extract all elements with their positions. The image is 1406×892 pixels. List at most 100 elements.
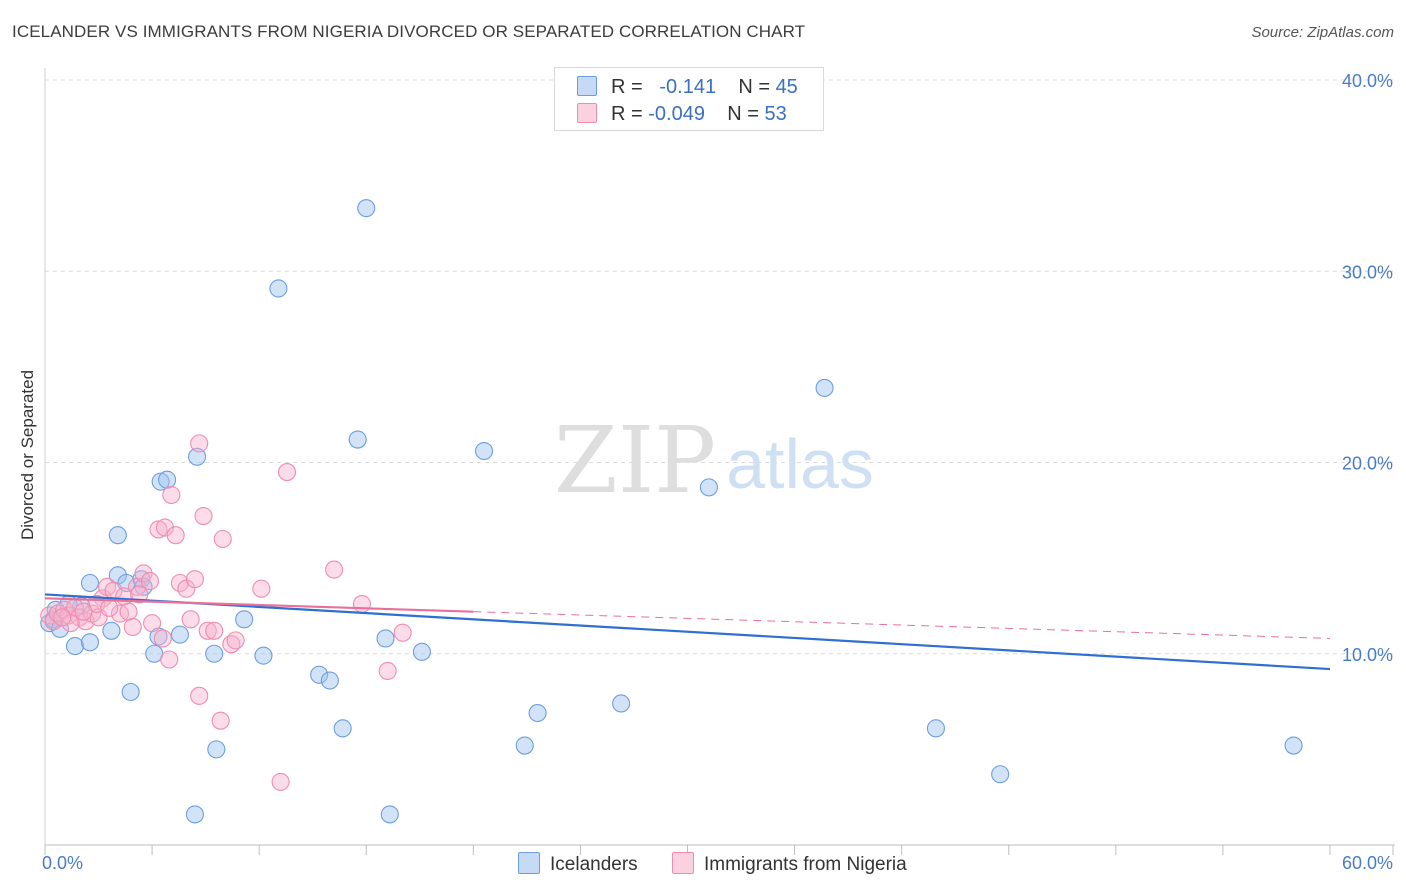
nigeria-point	[140, 572, 159, 591]
legend-swatch-blue	[577, 76, 597, 96]
watermark: ZIP atlas	[554, 407, 874, 514]
nigeria-point	[100, 598, 119, 617]
nigeria-point	[153, 629, 172, 648]
nigeria-point	[181, 610, 200, 629]
nigeria-point	[166, 526, 185, 545]
nigeria-point	[198, 621, 217, 640]
nigeria-point	[143, 614, 162, 633]
legend-row-nigeria: R = -0.049 N = 53	[577, 103, 787, 127]
icelander-point	[158, 470, 177, 489]
icelander-point	[376, 629, 395, 648]
icelander-point	[380, 805, 399, 824]
nigeria-point	[194, 506, 213, 526]
icelander-point	[320, 671, 339, 690]
icelander-point	[412, 642, 431, 661]
nigeria-point	[277, 463, 297, 482]
icelander-point	[205, 644, 224, 663]
icelander-point	[121, 682, 140, 702]
chart-source: Source: ZipAtlas.com	[1251, 24, 1394, 41]
icelander-point	[333, 719, 352, 738]
icelander-point	[65, 637, 85, 656]
nigeria-point	[149, 520, 168, 539]
y-tick-label: 10.0%	[1342, 645, 1393, 665]
nigeria-point	[393, 623, 412, 642]
nigeria-trend-line	[44, 597, 474, 613]
bottom-legend-nigeria: Immigrants from Nigeria	[672, 852, 907, 876]
icelander-point	[348, 430, 367, 449]
legend-swatch-pink	[577, 103, 597, 123]
legend-row-icelanders: R = -0.141 N = 45	[577, 76, 798, 100]
nigeria-trend-line-dashed	[473, 611, 1331, 639]
y-tick-label: 30.0%	[1342, 262, 1393, 282]
nigeria-point	[162, 485, 181, 505]
icelander-point	[188, 447, 207, 466]
icelander-point	[269, 279, 288, 298]
nigeria-point	[74, 602, 93, 621]
nigeria-point	[190, 434, 209, 453]
icelander-point	[612, 694, 631, 713]
nigeria-point	[185, 570, 204, 589]
icelander-point	[102, 621, 121, 640]
bottom-legend-label: Icelanders	[550, 854, 638, 875]
icelander-point	[80, 573, 100, 593]
icelander-trend-line	[44, 593, 1331, 671]
nigeria-point	[134, 564, 153, 583]
nigeria-point	[160, 650, 179, 669]
y-tick-label: 20.0%	[1342, 454, 1393, 474]
icelander-point	[357, 199, 376, 218]
nigeria-point	[271, 772, 290, 791]
gridlines	[45, 79, 1395, 655]
nigeria-point	[325, 560, 344, 579]
icelander-point	[474, 441, 494, 461]
icelander-point	[254, 646, 273, 665]
nigeria-point	[155, 518, 174, 537]
tick-labels: 10.0% 20.0% 30.0% 40.0% 0.0% 60.0%	[42, 71, 1393, 873]
icelander-point	[170, 625, 189, 644]
legend-r-value: -0.141	[659, 76, 717, 98]
bottom-legend-icelanders: Icelanders	[518, 852, 638, 876]
bottom-legend-swatch-pink	[672, 852, 694, 874]
icelander-point	[207, 740, 226, 759]
icelander-point	[80, 633, 100, 652]
nigeria-point	[119, 602, 138, 621]
icelander-point	[151, 472, 170, 491]
watermark-zip: ZIP	[554, 407, 716, 514]
icelander-point	[528, 703, 547, 723]
chart-title: ICELANDER VS IMMIGRANTS FROM NIGERIA DIV…	[12, 22, 806, 41]
nigeria-point	[123, 617, 142, 637]
y-axis-label: Divorced or Separated	[18, 370, 37, 540]
legend-n-value: 53	[764, 103, 787, 125]
bottom-legend-label: Immigrants from Nigeria	[704, 854, 907, 875]
icelander-point	[1284, 736, 1303, 755]
icelander-point	[50, 619, 70, 638]
x-tick-label: 0.0%	[42, 853, 83, 873]
nigeria-point	[378, 661, 397, 681]
nigeria-point	[190, 686, 209, 705]
nigeria-point	[213, 529, 232, 549]
icelander-point	[108, 526, 127, 545]
nigeria-point	[211, 711, 230, 730]
legend-r-label: R =	[611, 76, 643, 98]
nigeria-point	[53, 608, 72, 627]
icelander-point	[699, 478, 718, 497]
x-tick-label: 60.0%	[1342, 853, 1393, 873]
y-tick-label: 40.0%	[1342, 71, 1393, 91]
icelander-point	[235, 610, 254, 629]
watermark-atlas: atlas	[726, 425, 874, 503]
axes	[44, 68, 1395, 855]
icelander-point	[515, 736, 534, 755]
data-points	[40, 199, 1303, 824]
icelander-point	[926, 719, 945, 738]
trend-lines	[44, 593, 1331, 671]
bottom-legend-swatch-blue	[518, 852, 540, 874]
icelander-point	[815, 378, 834, 397]
icelander-point	[310, 665, 329, 684]
nigeria-point	[226, 631, 245, 650]
legend-n-label: N =	[727, 103, 759, 125]
legend-r-label: R =	[611, 103, 643, 125]
icelander-point	[991, 765, 1010, 784]
nigeria-point	[252, 579, 271, 598]
legend-n-label: N =	[738, 76, 770, 98]
correlation-legend: R = -0.141 N = 45 R = -0.049 N = 53	[554, 67, 824, 131]
